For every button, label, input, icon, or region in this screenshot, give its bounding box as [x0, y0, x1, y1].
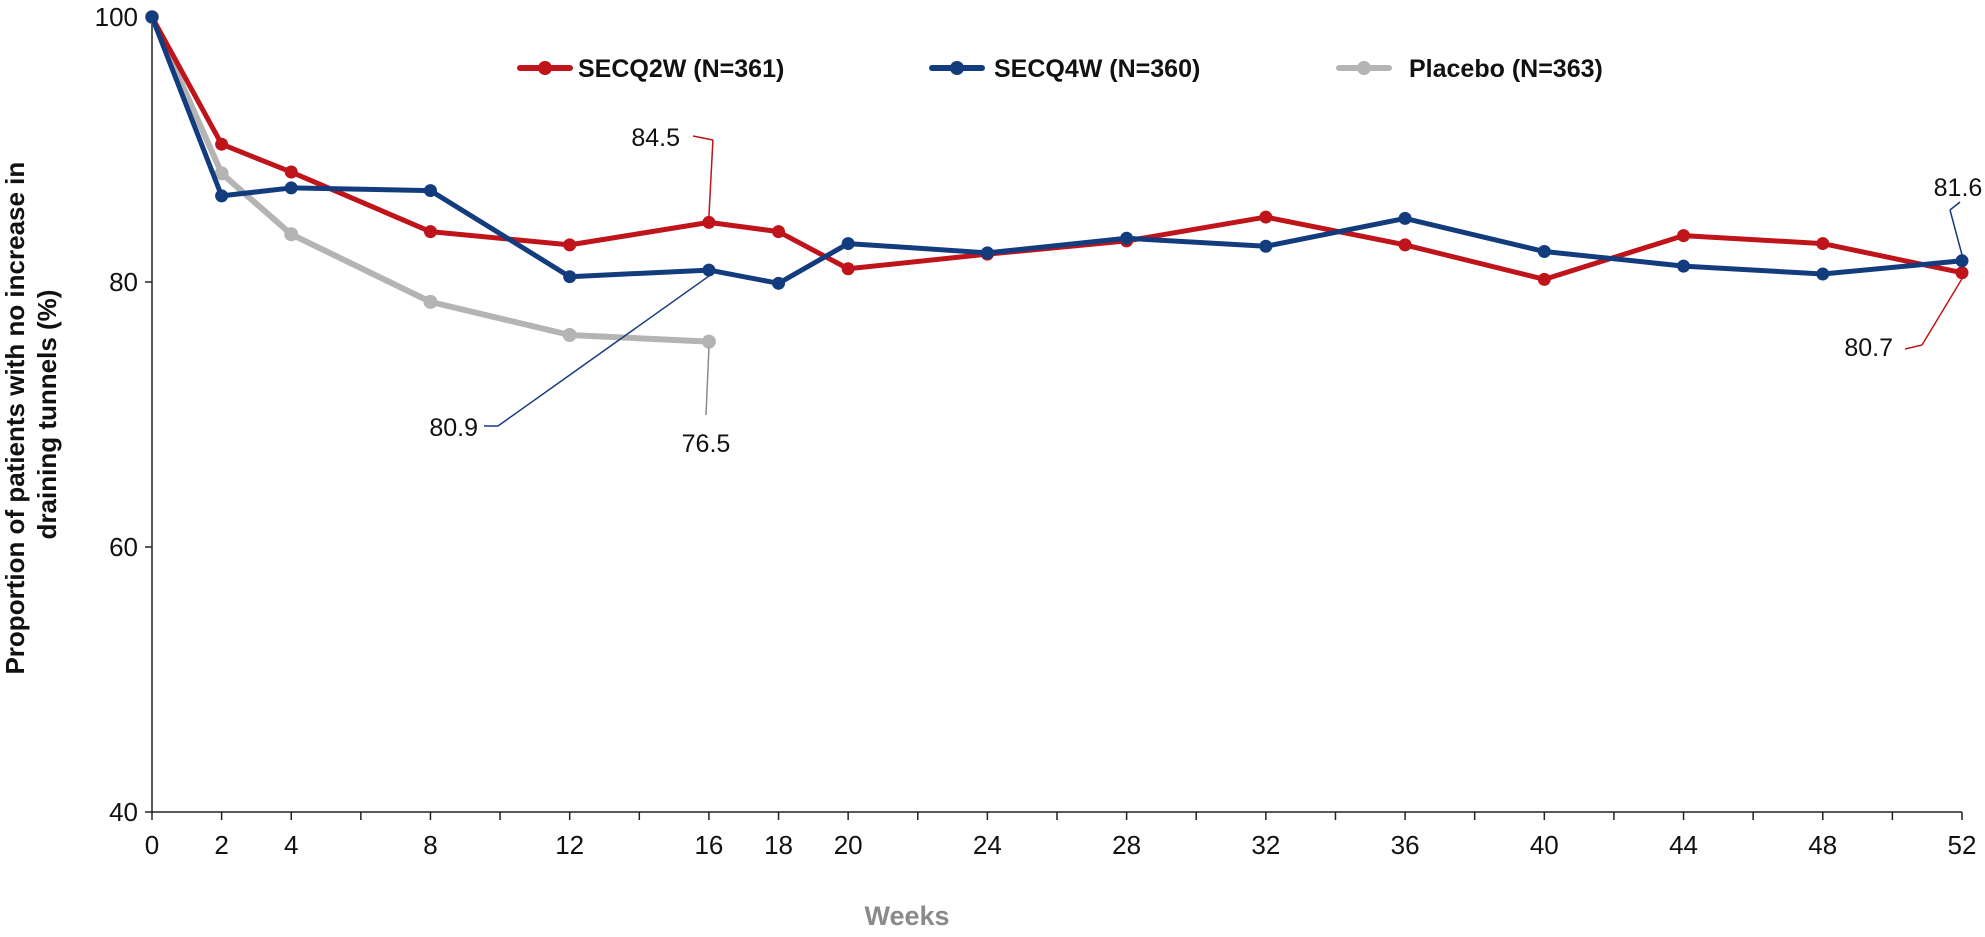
legend-swatch-marker [950, 61, 964, 75]
x-axis-title: Weeks [864, 901, 949, 931]
data-point [1537, 272, 1551, 286]
data-point [1816, 237, 1830, 251]
data-point [214, 166, 229, 181]
data-point [423, 225, 437, 239]
data-point [1398, 238, 1412, 252]
annotation-leader [1921, 278, 1963, 346]
y-axis-title-line-2: draining tunnels (%) [32, 290, 62, 540]
data-point [215, 137, 229, 151]
x-tick-label: 28 [1112, 830, 1141, 860]
x-tick-label: 24 [973, 830, 1002, 860]
annotation-label: 81.6 [1934, 174, 1983, 202]
y-ticks: 40 60 80 100 [95, 2, 152, 827]
data-point [841, 262, 855, 276]
annotation-leader [692, 135, 714, 141]
series-line-2 [149, 14, 712, 345]
data-point [701, 334, 716, 349]
x-tick-label: 44 [1669, 830, 1698, 860]
annotation-label: 76.5 [682, 430, 731, 458]
plot-area [145, 10, 1969, 349]
data-point [1537, 245, 1551, 259]
legend-label: Placebo (N=363) [1409, 55, 1603, 83]
legend-swatch-marker [538, 61, 552, 75]
y-tick-label: 60 [109, 532, 138, 562]
y-axis-title: Proportion of patients with no increase … [0, 154, 62, 674]
data-point [772, 276, 786, 290]
data-point [563, 238, 577, 252]
data-point [423, 184, 437, 198]
x-tick-label: 48 [1808, 830, 1837, 860]
data-point [1259, 239, 1273, 253]
annotation-label: 80.7 [1844, 334, 1893, 362]
data-point [284, 181, 298, 195]
data-point [423, 294, 438, 309]
data-point [1677, 229, 1691, 243]
x-tick-label: 40 [1530, 830, 1559, 860]
data-point [145, 10, 159, 24]
legend-label: SECQ2W (N=361) [578, 55, 784, 83]
data-point [702, 215, 716, 229]
legend: SECQ2W (N=361) SECQ4W (N=360) Placebo (N=3… [517, 55, 1603, 83]
data-point [1955, 254, 1969, 268]
x-tick-label: 12 [555, 830, 584, 860]
x-tick-label: 2 [214, 830, 228, 860]
series-line-1 [149, 14, 1965, 286]
data-point [1955, 266, 1969, 280]
data-point [772, 225, 786, 239]
x-tick-label: 36 [1391, 830, 1420, 860]
data-point [562, 328, 577, 342]
y-tick-label: 80 [109, 267, 138, 297]
annotation-label: 80.9 [429, 414, 478, 442]
data-point [702, 263, 716, 277]
x-tick-label: 16 [694, 830, 723, 860]
data-point [215, 189, 229, 203]
data-point [284, 165, 298, 179]
annotation-label: 84.5 [631, 124, 680, 152]
annotation-leader [708, 139, 714, 217]
data-point [980, 246, 994, 260]
x-tick-label: 52 [1948, 830, 1977, 860]
data-point [284, 227, 299, 242]
x-tick-label: 18 [764, 830, 793, 860]
legend-label: SECQ4W (N=360) [994, 55, 1200, 83]
x-tick-label: 8 [423, 830, 437, 860]
x-tick-label: 4 [284, 830, 298, 860]
y-tick-label: 100 [95, 2, 138, 32]
annotations: 84.5 80.9 76.5 81.6 80.7 [429, 124, 1982, 458]
annotation-leader [705, 347, 710, 416]
annotation-leader [1949, 201, 1961, 211]
y-axis-title-line-1: Proportion of patients with no increase … [0, 162, 30, 675]
x-tick-label: 20 [834, 830, 863, 860]
annotation-leader [1949, 209, 1963, 255]
data-point [1120, 231, 1134, 245]
data-point [841, 237, 855, 251]
data-point [1398, 211, 1412, 225]
data-point [563, 270, 577, 284]
y-tick-label: 40 [109, 797, 138, 827]
x-ticks: 0 2 4 8 12 16 18 20 24 28 32 36 40 44 48 52 [145, 812, 1977, 860]
data-point [1816, 267, 1830, 281]
annotation-leader [1904, 344, 1923, 350]
x-tick-label: 0 [145, 830, 159, 860]
x-tick-label: 32 [1251, 830, 1280, 860]
legend-swatch-marker [1357, 61, 1371, 75]
annotation-leader [497, 275, 710, 427]
data-point [1677, 259, 1691, 273]
data-point [1259, 210, 1273, 224]
